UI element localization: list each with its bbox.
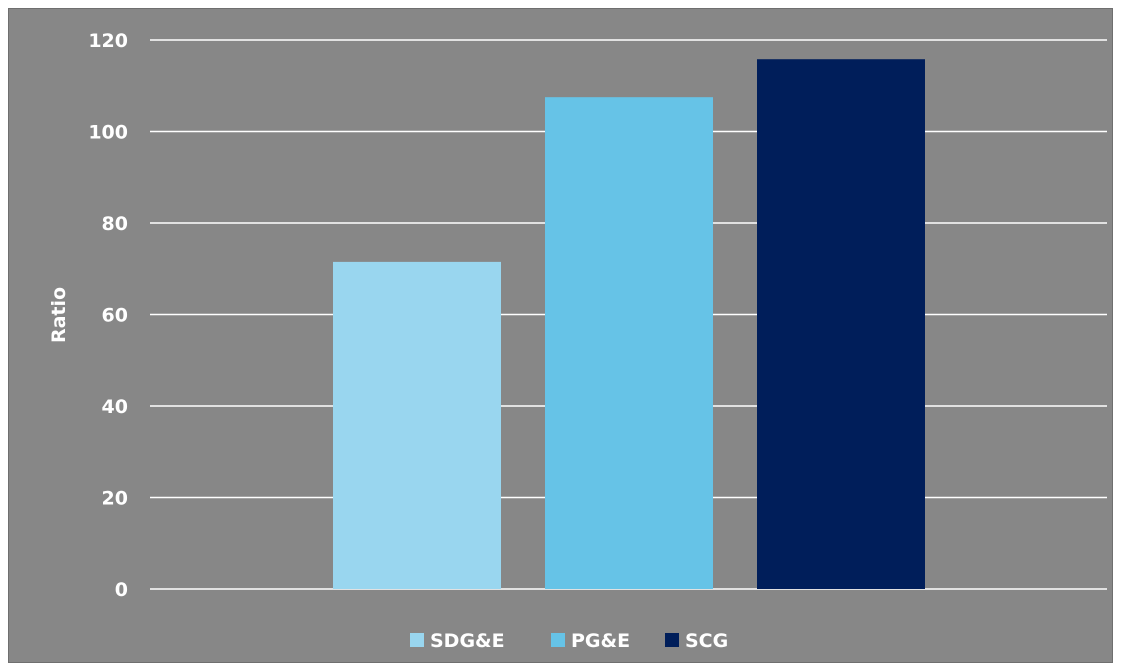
legend-label: SDG&E (430, 630, 505, 652)
bar-sdge (333, 261, 501, 589)
y-axis-ticks: 0 20 40 60 80 100 120 (88, 30, 128, 601)
y-tick-label: 120 (88, 30, 128, 52)
legend: SDG&E PG&E SCG (410, 630, 728, 652)
legend-label: SCG (685, 630, 728, 652)
y-tick-label: 40 (102, 396, 128, 418)
y-tick-label: 60 (102, 305, 128, 327)
legend-label: PG&E (571, 630, 630, 652)
y-tick-label: 0 (115, 579, 128, 601)
bars (333, 59, 925, 589)
y-axis-label: Ratio (48, 287, 70, 343)
legend-swatch (410, 633, 424, 647)
y-tick-label: 80 (102, 213, 128, 235)
legend-swatch (551, 633, 565, 647)
bar-pge (545, 97, 713, 589)
legend-swatch (665, 633, 679, 647)
y-tick-label: 100 (88, 122, 128, 144)
y-tick-label: 20 (102, 488, 128, 510)
bar-scg (757, 59, 925, 589)
